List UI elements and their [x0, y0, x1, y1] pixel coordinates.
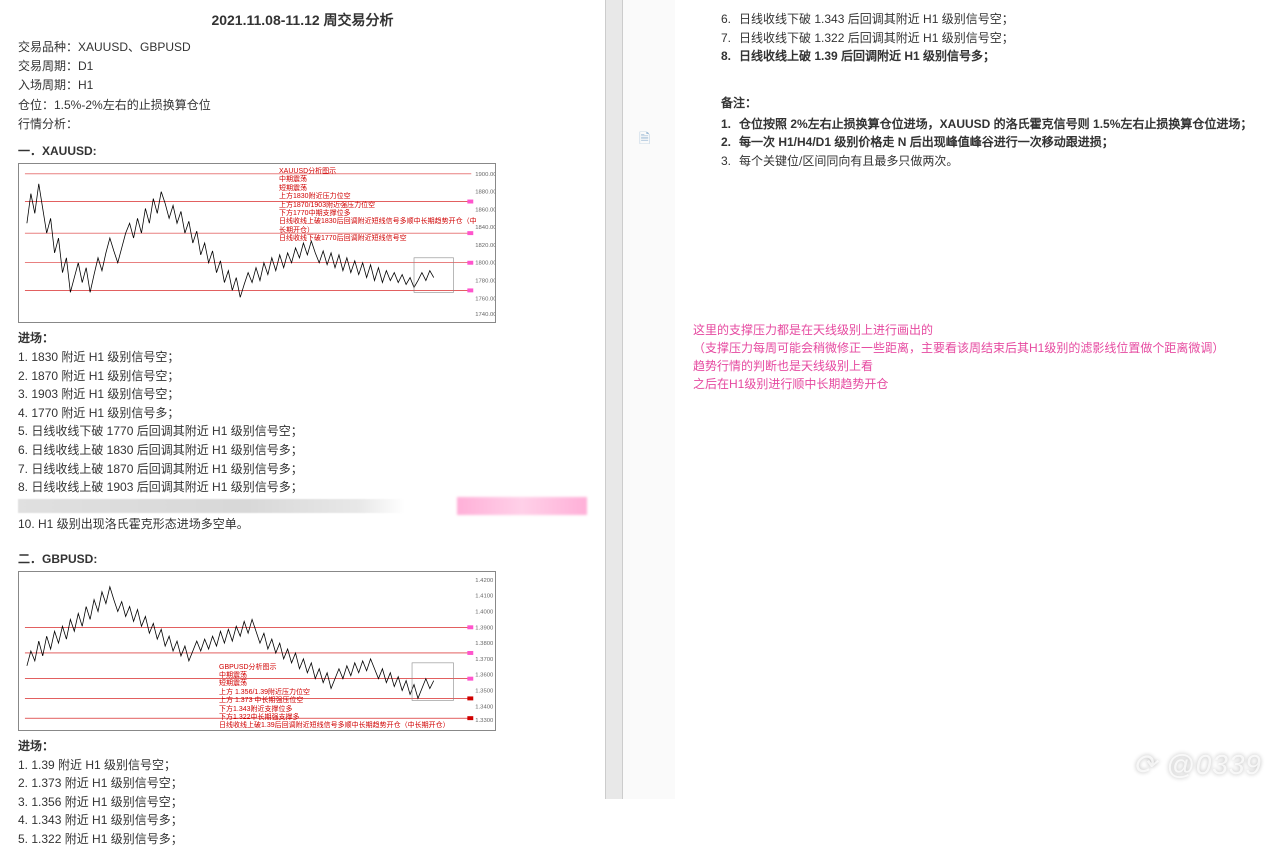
gbp-chart: 1.42001.4100 1.40001.3900 1.38001.3700 1… — [18, 571, 496, 731]
note-icon[interactable]: 🗎 — [639, 128, 655, 144]
svg-text:1.4100: 1.4100 — [475, 593, 494, 599]
entry-item: 6.日线收线下破 1.343 后回调其附近 H1 级别信号空； — [721, 10, 1262, 29]
notes-title: 备注： — [721, 94, 1262, 111]
item-num: 6. — [721, 10, 739, 29]
item-text: 仓位按照 2%左右止损换算仓位进场，XAUUSD 的洛氏霍克信号则 1.5%左右… — [739, 117, 1252, 131]
meta-line: 行情分析： — [18, 115, 587, 134]
note-item: 2.每一次 H1/H4/D1 级别价格走 N 后出现峰值峰谷进行一次移动跟进损； — [721, 133, 1262, 152]
meta-line: 交易周期：D1 — [18, 57, 587, 76]
item-num: 1. — [721, 115, 739, 134]
entry-item: 5. 日线收线下破 1770 后回调其附近 H1 级别信号空； — [18, 422, 587, 441]
entry-item: 1. 1830 附近 H1 级别信号空； — [18, 348, 587, 367]
page-divider — [605, 0, 623, 799]
svg-text:1.4200: 1.4200 — [475, 578, 494, 584]
note-item: 3.每个关键位/区间同向有且最多只做两次。 — [721, 152, 1262, 171]
annot-line: 日线收线上破1830后回调附近短线信号多顺中长期趋势开仓（中长期开仓） — [279, 218, 479, 235]
annot-line: 短期震荡 — [219, 680, 479, 688]
svg-text:1780.00: 1780.00 — [475, 278, 495, 284]
item-text: 日线收线下破 1.322 后回调其附近 H1 级别信号空； — [739, 31, 1014, 45]
annot-line: 日线收线上破1.39后回调附近短线信号多顺中长期趋势开仓（中长期开仓） — [219, 722, 479, 730]
annot-line: 上方 1.356/1.39附近压力位空 — [219, 689, 479, 697]
pink-line: 之后在H1级别进行顺中长期趋势开仓 — [693, 375, 1262, 393]
xau-header: 一．XAUUSD: — [18, 142, 587, 159]
page-left: 2021.11.08-11.12 周交易分析 交易品种：XAUUSD、GBPUS… — [0, 0, 605, 799]
svg-text:1760.00: 1760.00 — [475, 296, 495, 302]
annot-line: 上方1870/1903附近强压力位空 — [279, 202, 479, 210]
annot-line: 上方1830附近压力位空 — [279, 193, 479, 201]
gbp-entries-cont: 6.日线收线下破 1.343 后回调其附近 H1 级别信号空； 7.日线收线下破… — [721, 10, 1262, 66]
svg-text:1.3700: 1.3700 — [475, 657, 494, 663]
item-text: 每一次 H1/H4/D1 级别价格走 N 后出现峰值峰谷进行一次移动跟进损； — [739, 135, 1114, 149]
annot-line: 短期震荡 — [279, 185, 479, 193]
annot-line: 中期震荡 — [279, 176, 479, 184]
page-right: 6.日线收线下破 1.343 后回调其附近 H1 级别信号空； 7.日线收线下破… — [675, 0, 1280, 799]
entry-item: 8. 日线收线上破 1903 后回调其附近 H1 级别信号多； — [18, 478, 587, 497]
item-num: 7. — [721, 29, 739, 48]
xau-entry10: 10. H1 级别出现洛氏霍克形态进场多空单。 — [18, 515, 587, 532]
xau-chart-annot: XAUUSD分析图示 中期震荡 短期震荡 上方1830附近压力位空 上方1870… — [279, 168, 479, 244]
annot-line: 下方1.343附近支撑位多 — [219, 706, 479, 714]
note-item: 1.仓位按照 2%左右止损换算仓位进场，XAUUSD 的洛氏霍克信号则 1.5%… — [721, 115, 1262, 134]
annot-line: 日线收线下破1770后回调附近短线信号空 — [279, 235, 479, 243]
entry-item: 2. 1870 附近 H1 级别信号空； — [18, 367, 587, 386]
pink-notes: 这里的支撑压力都是在天线级别上进行画出的 （支撑压力每周可能会稍微修正一些距离，… — [693, 321, 1262, 393]
svg-text:1800.00: 1800.00 — [475, 261, 495, 267]
item-text: 每个关键位/区间同向有且最多只做两次。 — [739, 154, 958, 168]
entry-item: 7. 日线收线上破 1870 后回调其附近 H1 级别信号多； — [18, 460, 587, 479]
svg-text:1.3800: 1.3800 — [475, 641, 494, 647]
entry-item: 3. 1903 附近 H1 级别信号空； — [18, 385, 587, 404]
item-text: 日线收线上破 1.39 后回调附近 H1 级别信号多； — [739, 49, 995, 63]
entry-item: 6. 日线收线上破 1830 后回调其附近 H1 级别信号多； — [18, 441, 587, 460]
gbp-entries: 1. 1.39 附近 H1 级别信号空； 2. 1.373 附近 H1 级别信号… — [18, 756, 587, 849]
entry-item: 1. 1.39 附近 H1 级别信号空； — [18, 756, 587, 775]
meta-line: 交易品种：XAUUSD、GBPUSD — [18, 38, 587, 57]
pink-line: （支撑压力每周可能会稍微修正一些距离，主要看该周结束后其H1级别的滤影线位置做个… — [693, 339, 1262, 357]
gutter: 🗎 — [623, 0, 675, 799]
notes-list: 1.仓位按照 2%左右止损换算仓位进场，XAUUSD 的洛氏霍克信号则 1.5%… — [721, 115, 1262, 171]
entry-item: 3. 1.356 附近 H1 级别信号空； — [18, 793, 587, 812]
item-text: 日线收线下破 1.343 后回调其附近 H1 级别信号空； — [739, 12, 1014, 26]
svg-text:1820.00: 1820.00 — [475, 243, 495, 249]
xau-entries: 1. 1830 附近 H1 级别信号空； 2. 1870 附近 H1 级别信号空… — [18, 348, 587, 497]
gbp-entry-title: 进场： — [18, 737, 587, 754]
entry-item: 4. 1770 附近 H1 级别信号多； — [18, 404, 587, 423]
meta-line: 入场周期：H1 — [18, 76, 587, 95]
redacted-pink — [457, 497, 587, 515]
doc-title: 2021.11.08-11.12 周交易分析 — [18, 10, 587, 30]
annot-line: XAUUSD分析图示 — [279, 168, 479, 176]
gbp-header: 二．GBPUSD: — [18, 550, 587, 567]
redacted-row — [18, 499, 587, 513]
annot-line: GBPUSD分析图示 — [219, 664, 479, 672]
meta-line: 仓位：1.5%-2%左右的止损换算仓位 — [18, 96, 587, 115]
entry-item: 5. 1.322 附近 H1 级别信号多； — [18, 830, 587, 849]
svg-text:1740.00: 1740.00 — [475, 312, 495, 318]
pink-line: 趋势行情的判断也是天线级别上看 — [693, 357, 1262, 375]
watermark: ⟳ @0339 — [1133, 748, 1262, 781]
entry-item: 10. H1 级别出现洛氏霍克形态进场多空单。 — [18, 515, 587, 532]
entry-item: 2. 1.373 附近 H1 级别信号空； — [18, 774, 587, 793]
xau-chart: 1900.001880.00 1860.001840.00 1820.00180… — [18, 163, 496, 323]
xau-entry-title: 进场： — [18, 329, 587, 346]
pink-line: 这里的支撑压力都是在天线级别上进行画出的 — [693, 321, 1262, 339]
annot-line: 上方 1.373 中长期强压位空 — [219, 697, 479, 705]
gbp-chart-annot: GBPUSD分析图示 中期震荡 短期震荡 上方 1.356/1.39附近压力位空… — [219, 664, 479, 731]
item-num: 3. — [721, 152, 739, 171]
entry-item: 7.日线收线下破 1.322 后回调其附近 H1 级别信号空； — [721, 29, 1262, 48]
entry-item: 4. 1.343 附近 H1 级别信号多； — [18, 811, 587, 830]
annot-line: 中期震荡 — [219, 672, 479, 680]
svg-text:1.3900: 1.3900 — [475, 625, 494, 631]
svg-text:1.4000: 1.4000 — [475, 609, 494, 615]
item-num: 8. — [721, 47, 739, 66]
meta-block: 交易品种：XAUUSD、GBPUSD 交易周期：D1 入场周期：H1 仓位：1.… — [18, 38, 587, 134]
item-num: 2. — [721, 133, 739, 152]
entry-item: 8.日线收线上破 1.39 后回调附近 H1 级别信号多； — [721, 47, 1262, 66]
